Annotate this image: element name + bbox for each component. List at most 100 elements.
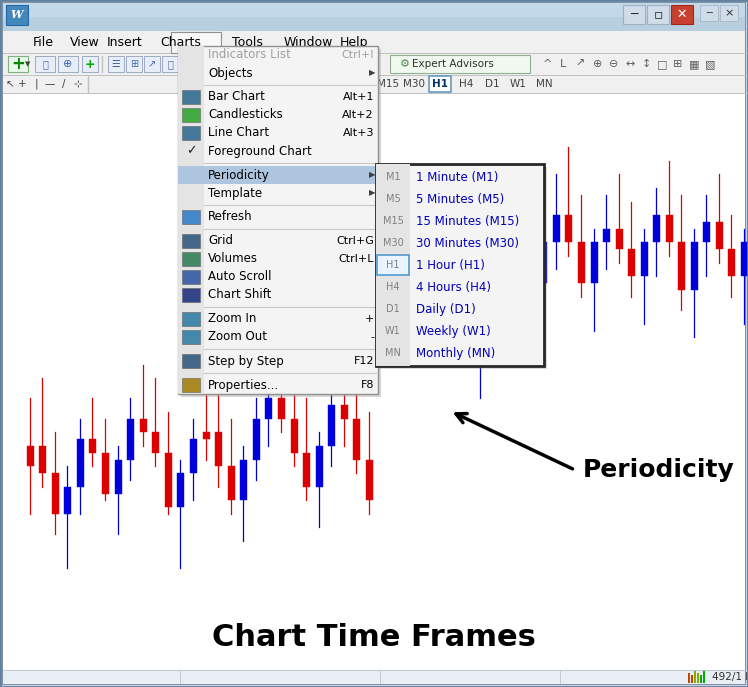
Text: W1: W1	[509, 79, 527, 89]
Text: F12: F12	[354, 356, 374, 366]
Bar	[115, 460, 122, 493]
Text: Indicators List: Indicators List	[208, 49, 291, 62]
Text: MN: MN	[385, 348, 401, 358]
Text: Window: Window	[284, 36, 334, 49]
Text: ↕: ↕	[641, 59, 651, 69]
Bar	[328, 405, 335, 446]
Text: Step by Step: Step by Step	[208, 354, 283, 368]
Bar	[178, 46, 378, 394]
Text: ⚙: ⚙	[400, 59, 410, 69]
Text: L: L	[560, 59, 566, 69]
Bar	[3, 93, 745, 670]
Bar	[39, 446, 46, 473]
Text: ⬜: ⬜	[42, 59, 48, 69]
Text: Objects: Objects	[208, 67, 253, 80]
Text: Ctrl+G: Ctrl+G	[336, 236, 374, 246]
Bar	[3, 670, 745, 684]
Bar	[162, 56, 178, 72]
Bar	[3, 3, 745, 17]
Bar	[89, 439, 96, 453]
Bar	[3, 31, 745, 53]
Text: —: —	[45, 79, 55, 89]
Bar	[716, 222, 723, 249]
Bar	[540, 243, 547, 283]
Bar	[182, 108, 200, 122]
Text: W: W	[10, 10, 23, 21]
Text: Insert: Insert	[107, 36, 143, 49]
Text: H1: H1	[432, 79, 448, 89]
Text: Auto Scroll: Auto Scroll	[208, 271, 272, 284]
Text: /: /	[62, 79, 66, 89]
Text: Grid: Grid	[208, 234, 233, 247]
Bar	[515, 243, 522, 262]
Bar	[240, 460, 247, 500]
Bar	[152, 432, 159, 453]
Bar	[140, 419, 147, 432]
Text: Daily (D1): Daily (D1)	[416, 302, 476, 315]
Bar	[182, 378, 200, 392]
Text: +: +	[11, 55, 25, 73]
Bar	[6, 5, 28, 25]
Text: ☰: ☰	[111, 59, 120, 69]
Text: Chart Shift: Chart Shift	[208, 289, 272, 302]
Bar	[215, 432, 222, 466]
Text: Bar Chart: Bar Chart	[208, 91, 265, 104]
Bar	[616, 229, 623, 249]
Text: M15: M15	[382, 216, 403, 226]
Text: ⊖: ⊖	[610, 59, 619, 69]
Bar	[528, 262, 535, 283]
Text: Alt+2: Alt+2	[343, 110, 374, 120]
Text: Line Chart: Line Chart	[208, 126, 269, 139]
Text: +: +	[85, 58, 95, 71]
Text: Chart Time Frames: Chart Time Frames	[212, 624, 536, 653]
Bar	[316, 446, 323, 486]
Bar	[377, 255, 409, 275]
Text: Properties...: Properties...	[208, 379, 279, 392]
Bar	[253, 419, 260, 460]
Bar	[203, 432, 210, 439]
Text: ✕: ✕	[677, 8, 687, 21]
Bar	[553, 215, 560, 243]
Text: ^: ^	[543, 59, 553, 69]
Bar	[35, 56, 55, 72]
Bar	[182, 354, 200, 368]
Bar	[182, 210, 200, 224]
Text: |: |	[34, 79, 38, 89]
Bar	[58, 56, 78, 72]
Text: ↗: ↗	[575, 59, 585, 69]
Text: Help: Help	[340, 36, 369, 49]
Text: M30: M30	[383, 238, 403, 248]
Bar	[641, 243, 648, 276]
Bar	[3, 3, 745, 31]
Text: ─: ─	[631, 8, 638, 21]
Text: -: -	[370, 332, 374, 342]
Bar	[353, 419, 360, 460]
Text: F8: F8	[361, 380, 374, 390]
Bar	[390, 55, 530, 73]
Text: 492/1 kb: 492/1 kb	[712, 672, 748, 682]
Text: MN: MN	[536, 79, 552, 89]
Bar	[628, 249, 635, 276]
Bar	[565, 215, 572, 243]
Text: M5: M5	[386, 194, 400, 204]
Text: W1: W1	[385, 326, 401, 336]
Bar	[720, 5, 738, 21]
Text: D1: D1	[386, 304, 400, 314]
Text: Charts: Charts	[161, 36, 201, 49]
Bar	[127, 419, 134, 460]
Text: ⊞: ⊞	[673, 59, 683, 69]
Bar	[165, 453, 172, 507]
Bar	[3, 53, 745, 75]
Bar	[171, 32, 221, 53]
Bar	[82, 56, 98, 72]
Text: H4: H4	[386, 282, 399, 292]
Text: ⊕: ⊕	[593, 59, 603, 69]
Text: 1 Hour (H1): 1 Hour (H1)	[416, 258, 485, 271]
Bar	[490, 276, 497, 297]
Text: 1 Minute (M1): 1 Minute (M1)	[416, 170, 498, 183]
Text: +: +	[364, 314, 374, 324]
Text: 30 Minutes (M30): 30 Minutes (M30)	[416, 236, 519, 249]
Bar	[265, 398, 272, 419]
Text: Alt+3: Alt+3	[343, 128, 374, 138]
Text: ▼: ▼	[25, 61, 31, 67]
